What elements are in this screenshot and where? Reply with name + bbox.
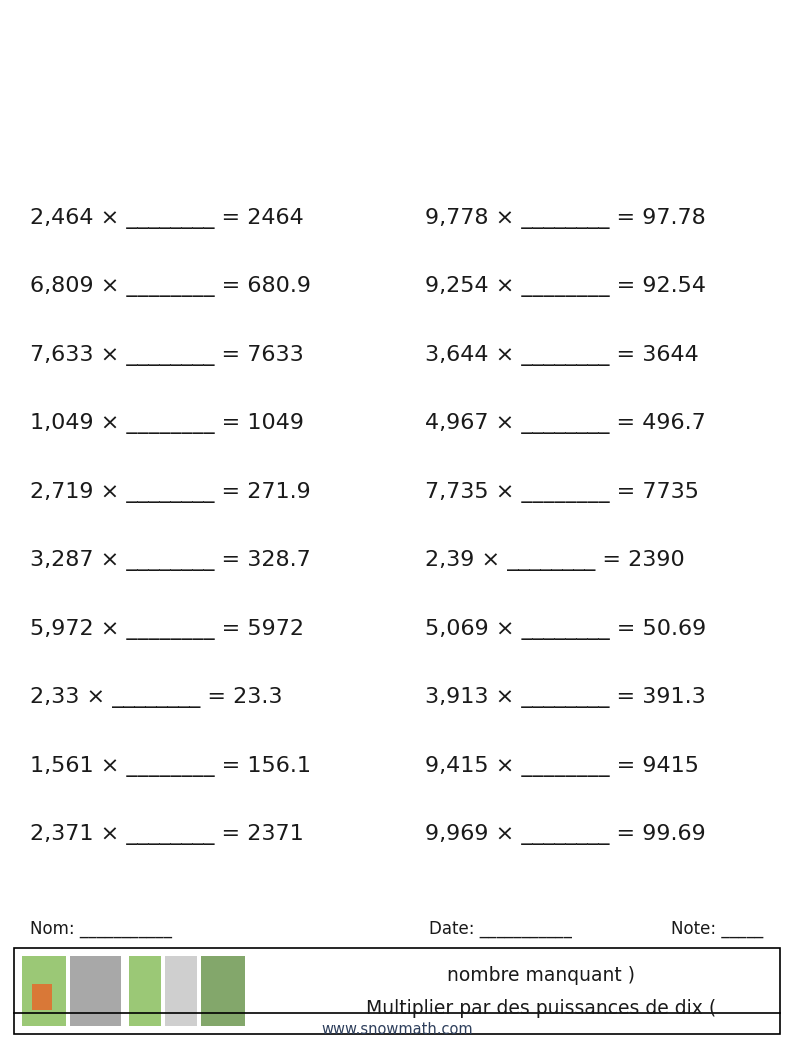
Text: 9,778 × ________ = 97.78: 9,778 × ________ = 97.78	[425, 208, 706, 229]
Text: 5,972 × ________ = 5972: 5,972 × ________ = 5972	[30, 619, 304, 639]
Text: 9,415 × ________ = 9415: 9,415 × ________ = 9415	[425, 756, 699, 776]
Text: 2,371 × ________ = 2371: 2,371 × ________ = 2371	[30, 824, 304, 845]
Text: 4,967 × ________ = 496.7: 4,967 × ________ = 496.7	[425, 414, 706, 434]
Text: 2,39 × ________ = 2390: 2,39 × ________ = 2390	[425, 551, 684, 571]
Text: Note: _____: Note: _____	[671, 919, 763, 938]
Text: 9,969 × ________ = 99.69: 9,969 × ________ = 99.69	[425, 824, 706, 845]
Text: 7,735 × ________ = 7735: 7,735 × ________ = 7735	[425, 482, 699, 502]
Text: 2,33 × ________ = 23.3: 2,33 × ________ = 23.3	[30, 688, 283, 708]
Bar	[22, 956, 66, 1026]
Text: Nom: ___________: Nom: ___________	[30, 919, 172, 938]
Text: 7,633 × ________ = 7633: 7,633 × ________ = 7633	[30, 345, 304, 365]
Text: 2,464 × ________ = 2464: 2,464 × ________ = 2464	[30, 208, 304, 229]
Text: www.snowmath.com: www.snowmath.com	[322, 1022, 472, 1037]
Text: 3,644 × ________ = 3644: 3,644 × ________ = 3644	[425, 345, 699, 365]
Bar	[14, 948, 780, 1034]
Text: 3,913 × ________ = 391.3: 3,913 × ________ = 391.3	[425, 688, 706, 708]
Text: Date: ___________: Date: ___________	[429, 919, 572, 938]
Text: Multiplier par des puissances de dix (: Multiplier par des puissances de dix (	[365, 998, 716, 1017]
Text: 6,809 × ________ = 680.9: 6,809 × ________ = 680.9	[30, 277, 311, 297]
Bar	[129, 956, 161, 1026]
Text: 3,287 × ________ = 328.7: 3,287 × ________ = 328.7	[30, 551, 311, 571]
Text: 1,049 × ________ = 1049: 1,049 × ________ = 1049	[30, 414, 304, 434]
Text: 5,069 × ________ = 50.69: 5,069 × ________ = 50.69	[425, 619, 706, 639]
Text: 1,561 × ________ = 156.1: 1,561 × ________ = 156.1	[30, 756, 311, 776]
Bar	[165, 956, 197, 1026]
Text: 2,719 × ________ = 271.9: 2,719 × ________ = 271.9	[30, 482, 311, 502]
Bar	[70, 956, 121, 1026]
Bar	[201, 956, 245, 1026]
Bar	[32, 984, 52, 1010]
Text: 9,254 × ________ = 92.54: 9,254 × ________ = 92.54	[425, 277, 706, 297]
Text: nombre manquant ): nombre manquant )	[447, 966, 634, 985]
